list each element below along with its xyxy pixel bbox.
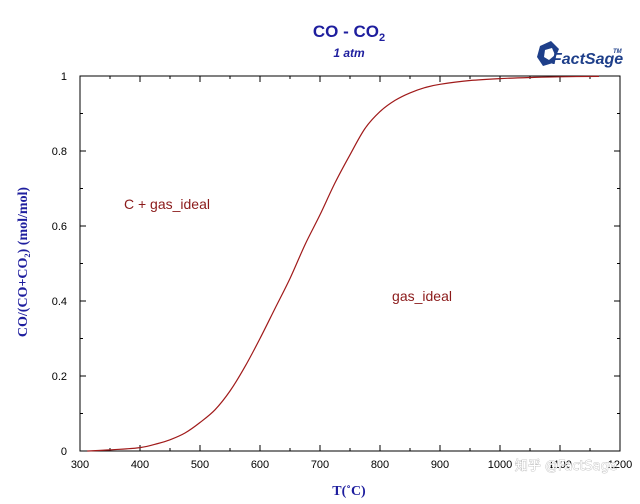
factsage-logo-mark-inner [544,48,555,60]
x-tick-label: 1100 [548,459,572,471]
x-tick-label: 300 [71,459,89,471]
x-tick-label: 700 [311,459,329,471]
axis-tick-labels: 300 400 500 600 700 800 900 1000 1100 1200 0 0.2 0.4… [52,71,633,471]
chart-subtitle: 1 atm [333,46,365,60]
chart-title: CO - CO2 [313,22,385,44]
factsage-logo: FactSage TM [537,41,623,68]
y-tick-label: 0.6 [52,221,67,233]
plot-frame [79,75,621,452]
axis-ticks [79,75,621,452]
region-label: gas_ideal [392,288,452,304]
y-tick-label: 0.2 [52,371,67,383]
y-tick-label: 0 [61,446,67,458]
y-tick-label: 1 [61,71,67,83]
y-tick-label: 0.8 [52,146,67,158]
y-tick-label: 0.4 [52,296,67,308]
region-labels: C + gas_ideal gas_ideal [124,196,452,304]
x-tick-label: 800 [371,459,389,471]
watermark: 知乎 @FactSage [515,458,617,474]
x-tick-label: 400 [131,459,149,471]
y-axis-label: CO/(CO+CO₂) (mol/mol) [16,187,31,338]
x-tick-label: 500 [191,459,209,471]
x-tick-label: 1200 [608,459,632,471]
factsage-logo-text: FactSage [552,51,623,68]
x-tick-label: 900 [431,459,449,471]
x-tick-label: 600 [251,459,269,471]
factsage-logo-tm: TM [613,49,623,55]
x-tick-label: 1000 [488,459,512,471]
x-axis-label: T(˚C) [332,484,366,499]
region-label: C + gas_ideal [124,196,210,212]
series-line [87,75,600,452]
